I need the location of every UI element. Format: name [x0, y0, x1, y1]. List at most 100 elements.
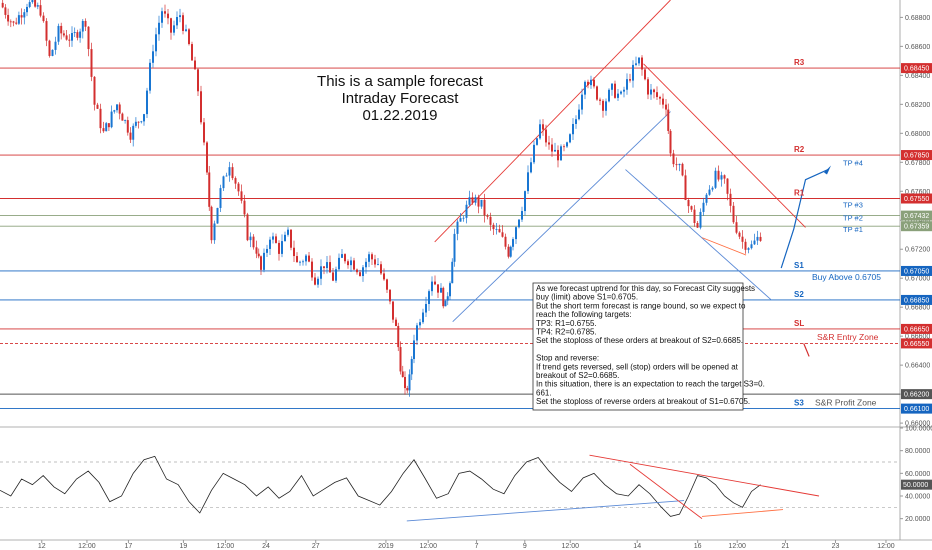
candle-body [539, 124, 541, 139]
level-name-sl: SL [794, 319, 804, 328]
candle-body [590, 79, 592, 86]
annotation-line: reach the following targets: [536, 310, 632, 319]
candle-body [234, 178, 237, 184]
candle-body [161, 11, 163, 23]
candlestick-series [1, 0, 762, 397]
candle-body [377, 264, 379, 266]
candle-body [397, 325, 400, 348]
price-tick-label: 0.68400 [905, 73, 930, 80]
osc-current-badge [901, 479, 932, 490]
candle-body [383, 273, 385, 280]
candle-body [669, 130, 672, 154]
candle-body [492, 224, 495, 230]
candle-body [102, 128, 105, 132]
annotation-line: But the short term forecast is range bou… [536, 301, 746, 310]
osc-resistance-line-2 [629, 463, 703, 520]
candle-body [471, 197, 474, 203]
candle-body [210, 206, 213, 241]
candle-body [578, 109, 580, 120]
chart-title-line-3: 01.22.2019 [362, 107, 437, 124]
candle-body [149, 62, 151, 91]
candle-body [293, 247, 295, 257]
forecast-arrow-head [824, 165, 831, 175]
annotation-line: As we forecast uptrend for this day, so … [536, 284, 755, 293]
price-tick-label: 0.67000 [905, 276, 930, 283]
candle-body [266, 248, 268, 253]
candle-body [281, 241, 283, 254]
zone-label: Buy Above 0.6705 [812, 272, 881, 282]
candle-body [23, 12, 26, 18]
candle-body [158, 22, 160, 35]
level-price-label: 0.67432 [904, 213, 929, 220]
candle-body [305, 255, 307, 262]
oscillator-line [0, 455, 761, 517]
candle-body [347, 261, 349, 266]
candle-body [260, 256, 262, 270]
candle-body [629, 79, 631, 81]
candle-body [386, 279, 388, 290]
candle-body [596, 86, 598, 100]
candle-body [446, 296, 449, 301]
candle-body [434, 281, 436, 285]
osc-current-label: 50.0000 [903, 482, 928, 489]
target-label: TP #4 [843, 158, 863, 167]
candle-body [240, 191, 243, 201]
annotation-text: As we forecast uptrend for this day, so … [536, 284, 765, 406]
candle-body [237, 183, 240, 192]
osc-tick-label: 80.0000 [905, 448, 930, 455]
candle-body [527, 172, 529, 192]
candle-body [620, 91, 622, 94]
candle-body [753, 240, 756, 245]
candle-body [257, 253, 260, 257]
candle-body [65, 35, 68, 40]
candle-body [275, 236, 277, 243]
chart-title-line-1: This is a sample forecast [317, 73, 484, 90]
candle-body [287, 229, 289, 235]
candle-body [4, 7, 7, 15]
candle-body [495, 229, 498, 230]
candle-body [747, 248, 750, 250]
candle-body [623, 89, 625, 92]
candle-body [681, 163, 684, 176]
level-name-s2: S2 [794, 290, 804, 299]
candle-body [395, 319, 397, 326]
candle-body [341, 254, 343, 258]
candle-body [31, 0, 34, 3]
candle-body [107, 123, 110, 128]
time-tick-label: 12:00 [217, 543, 235, 550]
candle-body [693, 209, 696, 223]
candle-body [690, 206, 693, 210]
candle-body [323, 266, 325, 269]
candle-body [404, 377, 406, 389]
candle-body [741, 236, 744, 242]
level-price-badge [901, 323, 932, 334]
price-tick-label: 0.66600 [905, 334, 930, 341]
candle-body [326, 262, 328, 269]
candle-body [672, 153, 675, 165]
candle-body [557, 149, 559, 161]
candle-body [524, 191, 526, 212]
candle-body [632, 64, 634, 81]
support-line [625, 169, 772, 301]
candle-body [512, 239, 514, 247]
candle-body [228, 167, 231, 176]
candle-body [134, 121, 137, 126]
candle-body [338, 257, 340, 270]
time-tick-label: 12 [38, 543, 46, 550]
candle-body [440, 287, 442, 293]
candle-body [720, 175, 723, 180]
candle-body [401, 371, 404, 378]
level-name-labels: R3 R2 R1 S1 S2 SL S3 TP #4 TP #3 TP #2 TP #1 Buy Ab… [794, 58, 881, 408]
candle-body [702, 202, 705, 212]
time-tick-label: 19 [180, 543, 188, 550]
price-tick-label: 0.68600 [905, 44, 930, 51]
candle-body [480, 199, 483, 207]
candle-body [320, 266, 322, 279]
candle-body [380, 264, 382, 274]
candle-body [560, 146, 562, 161]
candle-body [269, 239, 271, 249]
candle-body [34, 0, 37, 7]
